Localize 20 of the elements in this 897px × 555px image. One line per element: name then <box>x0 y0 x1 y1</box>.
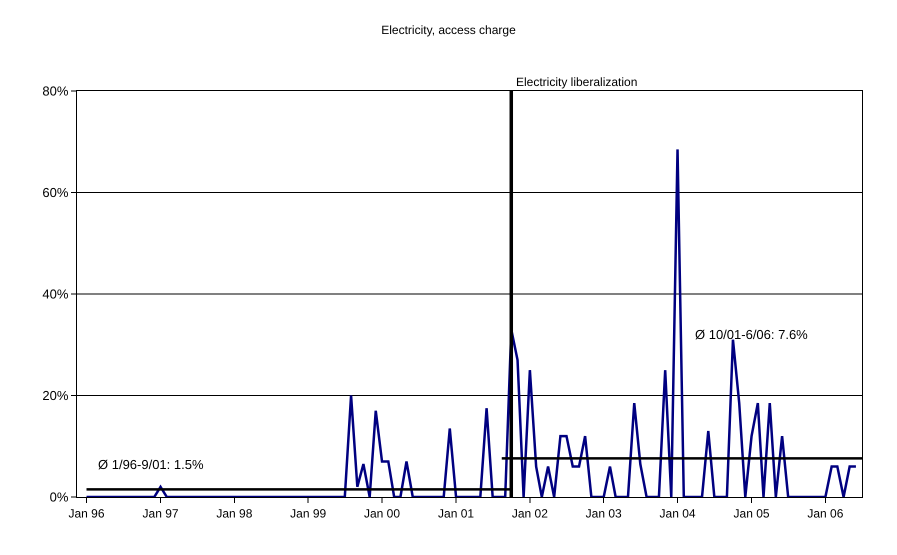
y-tick-label: 80% <box>42 84 69 99</box>
x-tick-label: Jan 98 <box>216 506 253 520</box>
annotation: Ø 1/96-9/01: 1.5% <box>98 457 204 472</box>
x-tick-label: Jan 06 <box>807 506 844 520</box>
x-tick-label: Jan 03 <box>586 506 622 520</box>
x-tick-label: Jan 96 <box>68 506 105 520</box>
y-tick-label: 20% <box>42 388 69 404</box>
y-tick-label: 60% <box>42 185 69 200</box>
x-tick-label: Jan 05 <box>734 506 770 520</box>
x-tick-label: Jan 99 <box>290 506 327 520</box>
x-tick-label: Jan 00 <box>364 506 400 520</box>
ref-line-label: Electricity liberalization <box>516 75 638 89</box>
x-tick-label: Jan 01 <box>438 506 474 520</box>
annotation: Ø 10/01-6/06: 7.6% <box>695 327 808 342</box>
y-tick-label: 0% <box>50 490 69 505</box>
x-tick-label: Jan 97 <box>142 506 179 520</box>
x-tick-label: Jan 02 <box>512 506 548 520</box>
y-tick-label: 40% <box>42 286 69 302</box>
chart-title: Electricity, access charge <box>381 22 516 37</box>
x-tick-label: Jan 04 <box>660 506 696 520</box>
